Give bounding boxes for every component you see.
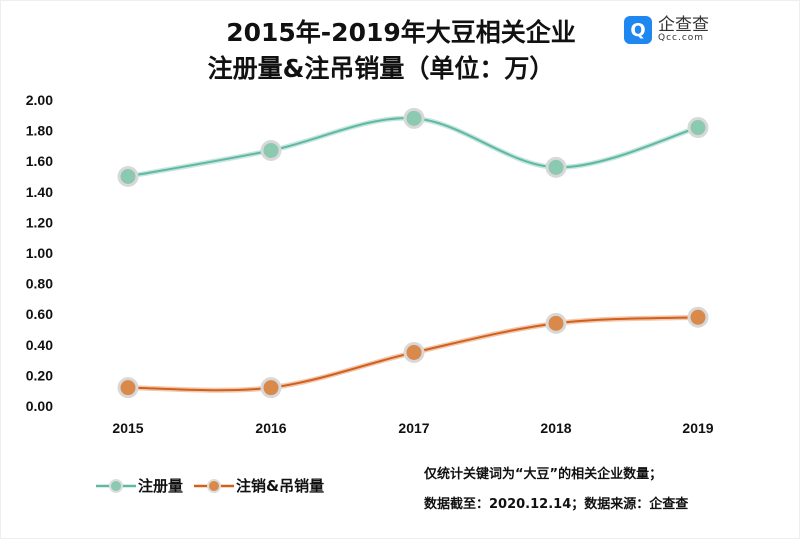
data-point-1 [687,306,709,328]
data-point-1 [117,377,139,399]
y-tick-label: 1.40 [26,184,53,200]
data-point-1 [545,312,567,334]
y-tick-label: 0.20 [26,367,53,383]
y-tick-label: 0.40 [26,337,53,353]
chart-title-line1: 2015年-2019年大豆相关企业 [226,18,576,47]
qcc-logo-icon: Q [624,16,652,44]
data-point-1 [260,377,282,399]
data-point-1 [403,341,425,363]
note-2: 数据截至：2020.12.14；数据来源：企查查 [424,497,689,512]
x-tick-label: 2018 [540,420,571,436]
legend-label-1: 注销&吊销量 [236,477,325,495]
logo-domain: Qcc.com [658,33,705,43]
y-tick-label: 0.00 [26,398,53,414]
y-tick-label: 1.60 [26,153,53,169]
chart-title-line2: 注册量&注吊销量（单位：万） [207,54,555,83]
legend-label-0: 注册量 [138,477,184,495]
y-tick-label: 1.00 [26,245,53,261]
y-tick-label: 1.80 [26,123,53,139]
y-tick-label: 2.00 [26,92,53,108]
note-1: 仅统计关键词为“大豆”的相关企业数量； [424,467,663,482]
x-tick-label: 2015 [112,420,143,436]
logo-name: 企查查 [658,15,709,35]
legend-item-1: 注销&吊销量 [194,475,324,496]
y-tick-label: 1.20 [26,214,53,230]
data-point-0 [687,117,709,139]
x-tick-label: 2019 [682,420,713,436]
data-point-0 [117,166,139,187]
y-tick-label: 0.60 [26,306,53,322]
y-tick-label: 0.80 [26,276,53,292]
x-tick-label: 2016 [255,420,286,436]
data-point-0 [403,107,425,129]
x-tick-label: 2017 [398,420,429,436]
data-point-0 [545,156,567,178]
legend-item-0: 注册量 [96,475,183,496]
logo: Q 企查查 Qcc.com [624,16,709,44]
data-point-0 [260,139,282,161]
